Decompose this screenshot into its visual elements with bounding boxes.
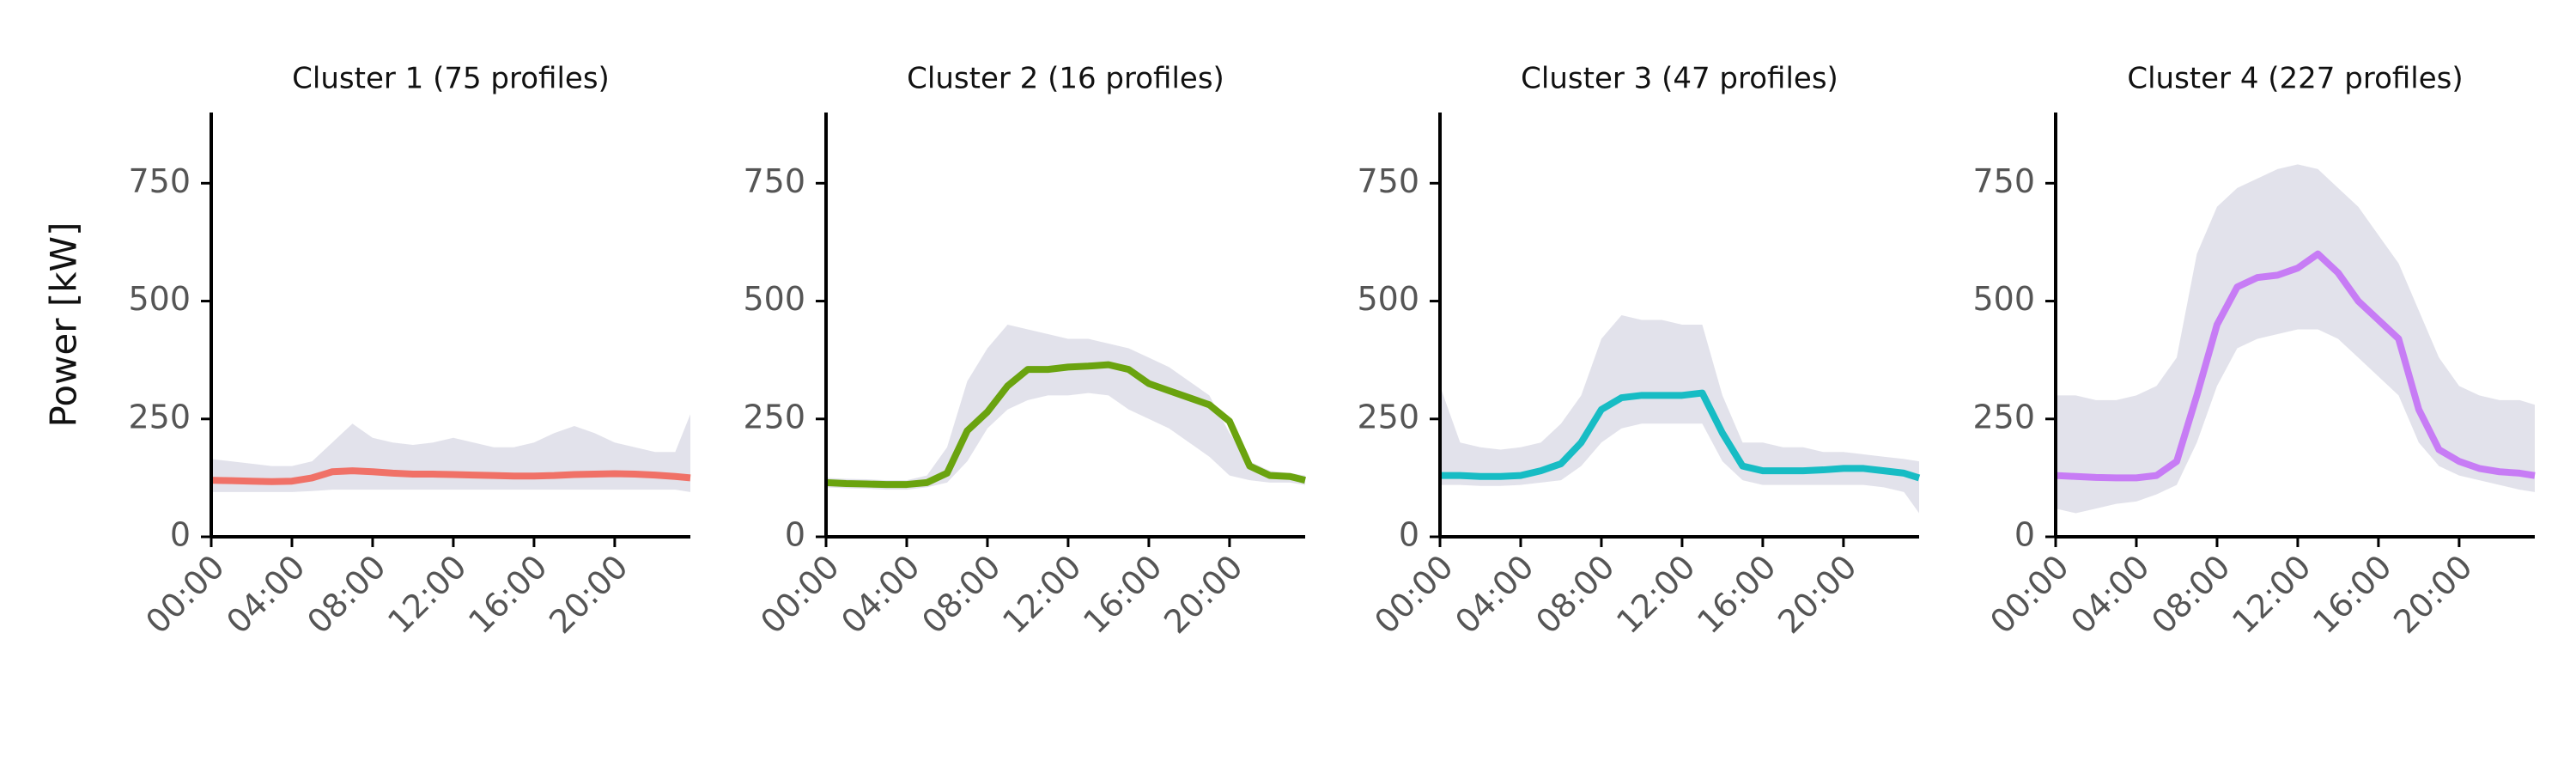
x-tick-label: 12:00 [380, 548, 474, 642]
x-tick-label: 12:00 [995, 548, 1089, 642]
y-tick-label: 250 [743, 398, 805, 435]
x-tick-label: 00:00 [138, 548, 232, 642]
x-tick-label: 00:00 [1983, 548, 2076, 642]
centroid-line [1440, 389, 1921, 482]
x-tick-label: 16:00 [461, 548, 555, 642]
chart-title: Cluster 1 (75 profiles) [292, 62, 610, 96]
y-tick-label: 0 [1399, 516, 1419, 554]
x-tick-label: 08:00 [300, 548, 393, 642]
x-tick-label: 04:00 [1448, 548, 1541, 642]
y-tick-label: 750 [1357, 162, 1419, 200]
x-tick-label: 20:00 [2386, 548, 2480, 642]
profile-envelope [2056, 164, 2535, 514]
centroid-line [2055, 250, 2536, 482]
x-tick-label: 16:00 [1076, 548, 1170, 642]
x-tick-label: 16:00 [2306, 548, 2399, 642]
x-tick-label: 12:00 [1609, 548, 1703, 642]
y-tick-label: 500 [128, 280, 191, 318]
y-tick-label: 0 [785, 516, 805, 554]
chart-title: Cluster 3 (47 profiles) [1521, 62, 1838, 96]
x-tick-label: 20:00 [1771, 548, 1864, 642]
x-tick-label: 04:00 [219, 548, 313, 642]
y-tick-label: 750 [128, 162, 191, 200]
x-tick-label: 08:00 [914, 548, 1008, 642]
centroid-line [825, 361, 1306, 489]
y-tick-label: 500 [743, 280, 805, 318]
centroid-line [210, 467, 691, 485]
y-tick-label: 250 [1357, 398, 1419, 435]
y-tick-label: 250 [128, 398, 191, 435]
x-tick-label: 20:00 [1157, 548, 1250, 642]
y-tick-label: 0 [2014, 516, 2035, 554]
x-tick-label: 08:00 [1528, 548, 1622, 642]
y-tick-label: 500 [1357, 280, 1419, 318]
x-tick-label: 04:00 [2063, 548, 2157, 642]
chart-title: Cluster 2 (16 profiles) [907, 62, 1224, 96]
x-tick-label: 20:00 [542, 548, 635, 642]
x-tick-label: 00:00 [1367, 548, 1461, 642]
x-tick-label: 00:00 [753, 548, 847, 642]
y-tick-label: 750 [743, 162, 805, 200]
x-tick-label: 12:00 [2225, 548, 2318, 642]
y-tick-label: 250 [1972, 398, 2035, 435]
y-tick-label: 750 [1972, 162, 2035, 200]
x-tick-label: 04:00 [834, 548, 927, 642]
profile-envelope [826, 325, 1305, 490]
x-tick-label: 08:00 [2144, 548, 2238, 642]
y-tick-label: 500 [1972, 280, 2035, 318]
x-tick-label: 16:00 [1690, 548, 1783, 642]
chart-title: Cluster 4 (227 profiles) [2127, 62, 2463, 96]
profile-envelope [1440, 315, 1919, 514]
y-tick-label: 0 [170, 516, 191, 554]
y-axis-label: Power [kW] [43, 222, 85, 428]
